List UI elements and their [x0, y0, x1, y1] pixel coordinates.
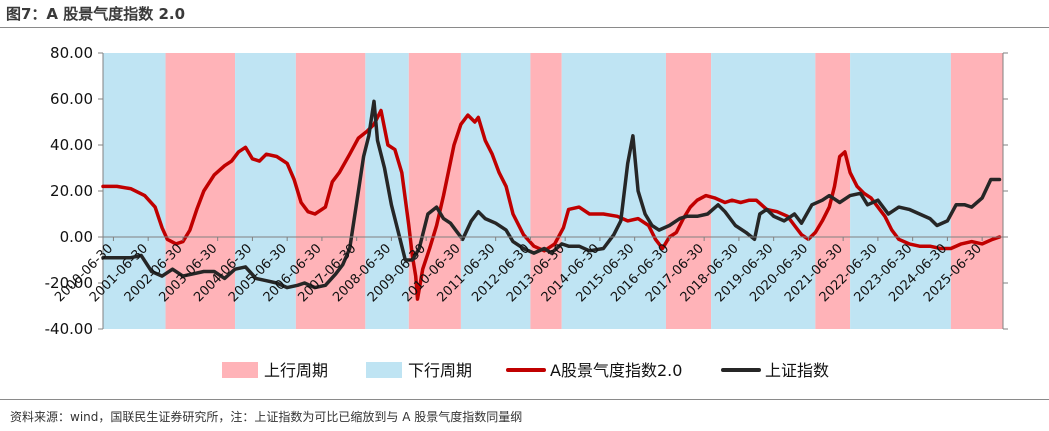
- legend-label: 上行周期: [264, 361, 328, 380]
- y-tick-label: 20.00: [50, 182, 93, 200]
- title-bar: 图7：A 股景气度指数 2.0: [0, 0, 1049, 28]
- source-note: 资料来源：wind，国联民生证券研究所，注：上证指数为可比已缩放到与 A 股景气…: [10, 410, 523, 424]
- band-down-cycle: [460, 53, 531, 329]
- page-title: 图7：A 股景气度指数 2.0: [6, 5, 186, 23]
- y-tick-label: 0.00: [60, 228, 93, 246]
- legend-swatch-band-up: [222, 362, 258, 378]
- y-tick-label: -20.00: [45, 274, 93, 292]
- band-down-cycle: [711, 53, 816, 329]
- band-up-cycle: [530, 53, 562, 329]
- y-tick-label: -40.00: [45, 320, 93, 338]
- band-up-cycle: [665, 53, 712, 329]
- y-tick-label: 80.00: [50, 44, 93, 62]
- y-tick-label: 60.00: [50, 90, 93, 108]
- legend-label: 下行周期: [408, 361, 472, 380]
- band-up-cycle: [950, 53, 1003, 329]
- source-bar: 资料来源：wind，国联民生证券研究所，注：上证指数为可比已缩放到与 A 股景气…: [0, 399, 1049, 431]
- line-shanghai-index: [101, 99, 1002, 290]
- legend-swatch-band-down: [366, 362, 402, 378]
- y-tick-label: 40.00: [50, 136, 93, 154]
- band-down-cycle: [235, 53, 296, 329]
- band-down-cycle: [850, 53, 951, 329]
- y-axis: 80.00 60.00 40.00 20.00 0.00 -20.00 -40.00: [45, 44, 1008, 338]
- band-down-cycle: [561, 53, 666, 329]
- legend-label: A股景气度指数2.0: [550, 361, 682, 380]
- series-lines: [101, 99, 1002, 301]
- legend-label: 上证指数: [765, 361, 829, 380]
- line-a-share-index: [101, 108, 1002, 301]
- band-up-cycle: [165, 53, 236, 329]
- legend: 上行周期 下行周期 A股景气度指数2.0 上证指数: [222, 361, 829, 380]
